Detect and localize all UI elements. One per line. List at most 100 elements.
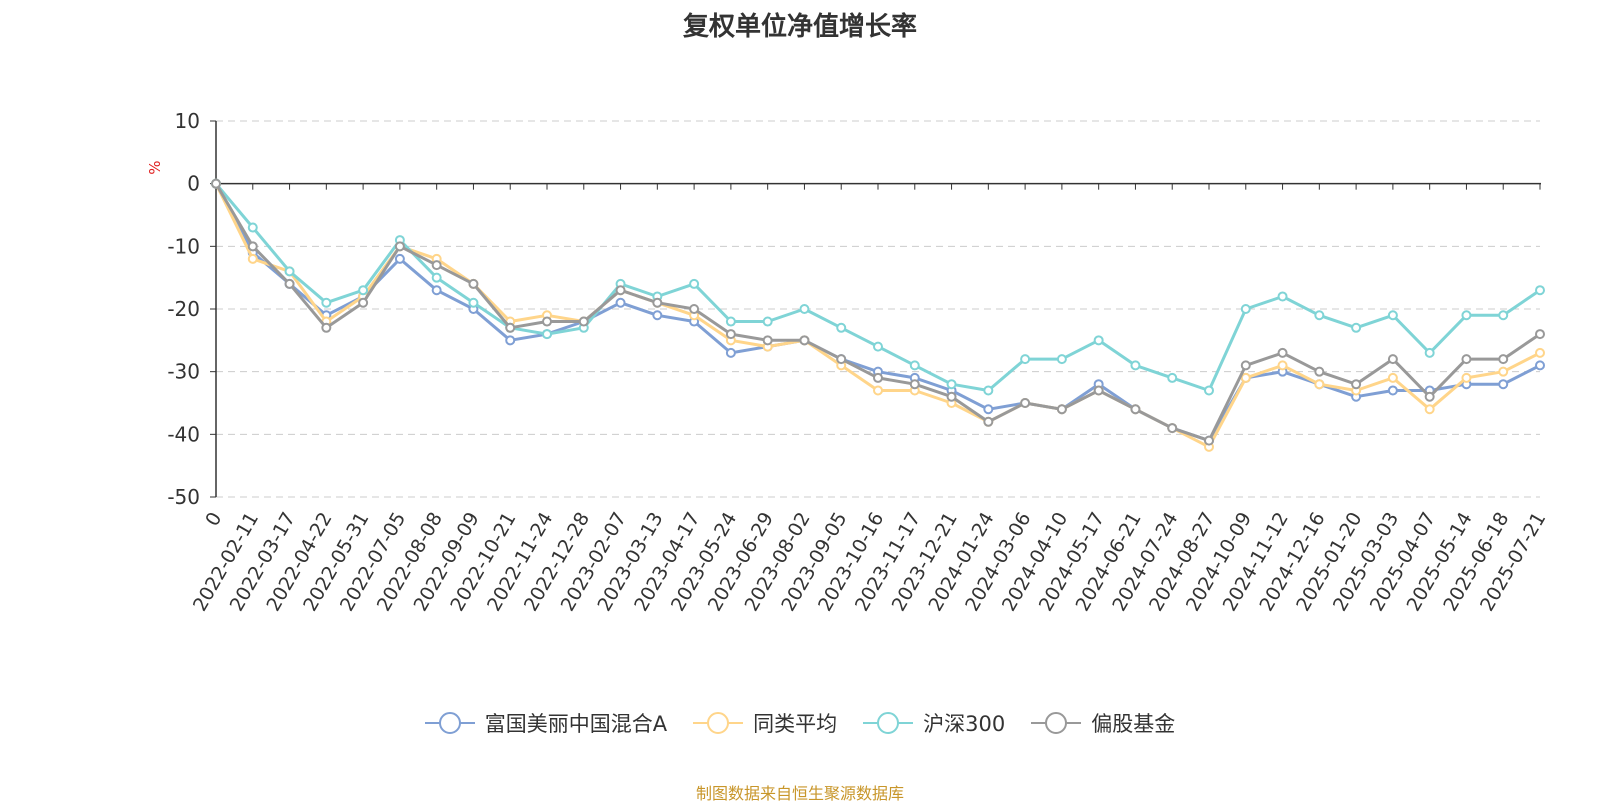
data-point	[211, 178, 221, 189]
y-tick-label: -20	[167, 297, 200, 321]
data-point	[799, 335, 810, 346]
data-point	[505, 322, 516, 333]
data-point	[1314, 379, 1325, 390]
data-point	[725, 316, 736, 327]
y-tick-label: -50	[167, 485, 200, 509]
data-point	[652, 310, 663, 321]
legend-label: 同类平均	[753, 712, 838, 736]
data-point	[1387, 310, 1398, 321]
series-lines	[211, 178, 1545, 452]
series-line	[214, 182, 1541, 443]
y-axis-unit-label: %	[146, 161, 164, 175]
data-point	[1498, 310, 1509, 321]
data-point	[431, 272, 442, 283]
legend-line-circle-icon	[1031, 712, 1082, 734]
data-point	[1130, 404, 1141, 415]
y-tick-label: -30	[167, 360, 200, 384]
data-point	[1498, 354, 1509, 365]
data-point	[1167, 423, 1178, 434]
data-point	[578, 316, 589, 327]
data-point	[1130, 360, 1141, 371]
data-point	[1314, 366, 1325, 377]
data-point	[468, 278, 479, 289]
legend-line-circle-icon	[863, 712, 914, 734]
data-point	[1277, 360, 1288, 371]
y-tick-label: 10	[175, 109, 200, 133]
data-point	[1351, 322, 1362, 333]
legend-item[interactable]: 偏股基金	[1031, 708, 1175, 738]
data-point	[284, 278, 295, 289]
data-point	[689, 278, 700, 289]
y-tick-label: 0	[187, 172, 200, 196]
data-point	[1204, 385, 1214, 396]
data-point	[542, 329, 552, 340]
data-point	[762, 335, 773, 346]
chart-title: 复权单位净值增长率	[682, 12, 917, 42]
data-point	[1351, 379, 1362, 390]
data-point	[873, 372, 883, 383]
x-tick-label: 0	[201, 509, 226, 530]
data-point	[909, 360, 920, 371]
data-point	[1535, 329, 1545, 340]
data-point	[1240, 304, 1251, 314]
data-point	[247, 241, 258, 252]
data-point	[909, 379, 920, 390]
data-point	[1461, 310, 1472, 321]
data-point	[836, 322, 847, 333]
data-point	[1204, 435, 1214, 446]
data-point	[1498, 366, 1509, 377]
series-line	[214, 182, 1541, 443]
y-tick-label: -10	[167, 234, 200, 258]
data-source-note: 制图数据来自恒生聚源数据库	[695, 784, 904, 803]
data-point	[394, 253, 405, 264]
series-line	[214, 182, 1541, 392]
data-point	[1020, 398, 1031, 408]
data-point	[652, 297, 663, 308]
legend: 富国美丽中国混合A 同类平均 沪深300 偏股基金	[0, 708, 1600, 738]
legend-line-circle-icon	[693, 712, 744, 734]
data-point	[1424, 404, 1435, 415]
data-point	[983, 385, 994, 396]
data-point	[431, 285, 442, 296]
data-point	[1056, 404, 1067, 415]
data-point	[836, 354, 847, 365]
axes	[210, 120, 1541, 498]
y-tick-label: -40	[167, 422, 200, 446]
data-point	[762, 316, 773, 327]
data-point	[1277, 291, 1288, 302]
data-point	[1387, 354, 1398, 365]
data-point	[1461, 354, 1472, 365]
data-point	[983, 404, 994, 415]
data-point	[1240, 360, 1251, 371]
legend-item[interactable]: 同类平均	[693, 708, 837, 738]
data-point	[358, 297, 369, 308]
data-point	[321, 322, 332, 333]
data-point	[1020, 354, 1031, 365]
data-point	[247, 253, 258, 264]
legend-item[interactable]: 富国美丽中国混合A	[424, 708, 668, 738]
data-point	[284, 266, 295, 277]
data-point	[615, 297, 626, 308]
data-point	[1498, 379, 1509, 390]
data-point	[946, 379, 957, 390]
data-point	[946, 391, 957, 402]
data-point	[394, 241, 405, 252]
data-point	[431, 260, 442, 271]
data-point	[358, 285, 369, 296]
data-point	[873, 385, 883, 396]
data-point	[1093, 385, 1104, 396]
data-point	[1535, 285, 1545, 296]
data-point	[1387, 372, 1398, 383]
data-point	[1314, 310, 1325, 321]
legend-label: 沪深300	[923, 712, 1006, 736]
data-point	[1277, 347, 1288, 358]
legend-label: 富国美丽中国混合A	[484, 712, 668, 736]
data-point	[1387, 385, 1398, 396]
data-point	[1240, 372, 1251, 383]
data-point	[1056, 354, 1067, 365]
grid-lines	[216, 120, 1540, 498]
data-point	[247, 222, 258, 233]
series-line	[214, 183, 1541, 449]
legend-item[interactable]: 沪深300	[863, 708, 1005, 738]
data-point	[1535, 347, 1545, 358]
